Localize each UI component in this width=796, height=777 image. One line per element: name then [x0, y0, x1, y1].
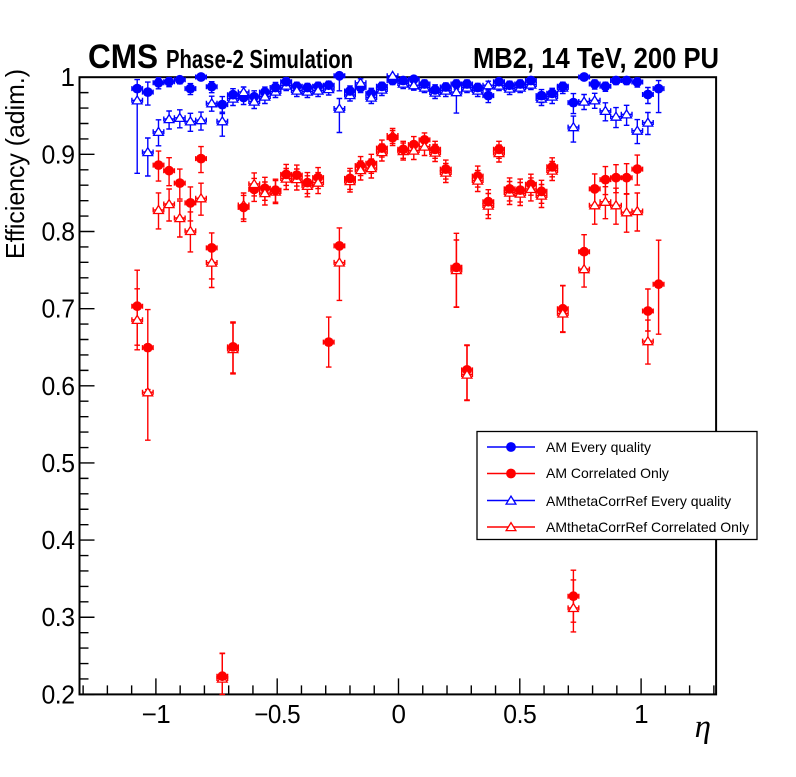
svg-text:AMthetaCorrRef Every quality: AMthetaCorrRef Every quality — [546, 493, 731, 509]
svg-text:0: 0 — [392, 699, 406, 729]
svg-text:Efficiency (adim.): Efficiency (adim.) — [0, 69, 30, 259]
svg-text:AMthetaCorrRef Correlated Only: AMthetaCorrRef Correlated Only — [546, 519, 749, 535]
svg-text:AM Every quality: AM Every quality — [546, 439, 651, 455]
svg-text:MB2, 14 TeV, 200 PU: MB2, 14 TeV, 200 PU — [473, 43, 719, 75]
svg-text:η: η — [695, 709, 711, 745]
svg-text:0.6: 0.6 — [42, 371, 75, 401]
svg-text:0.5: 0.5 — [42, 448, 75, 478]
svg-text:0.7: 0.7 — [42, 294, 75, 324]
svg-text:AM Correlated Only: AM Correlated Only — [546, 465, 669, 481]
svg-text:0.5: 0.5 — [503, 699, 536, 729]
svg-text:Phase-2 Simulation: Phase-2 Simulation — [166, 44, 353, 74]
svg-text:−1: −1 — [142, 699, 171, 729]
svg-text:0.4: 0.4 — [42, 525, 75, 555]
svg-text:0.9: 0.9 — [42, 139, 75, 169]
svg-text:1: 1 — [634, 699, 648, 729]
svg-text:0.2: 0.2 — [42, 679, 75, 709]
svg-text:−0.5: −0.5 — [254, 699, 300, 729]
svg-text:0.8: 0.8 — [42, 217, 75, 247]
svg-text:1: 1 — [61, 62, 75, 92]
svg-text:0.3: 0.3 — [42, 602, 75, 632]
svg-text:CMS: CMS — [88, 38, 158, 76]
